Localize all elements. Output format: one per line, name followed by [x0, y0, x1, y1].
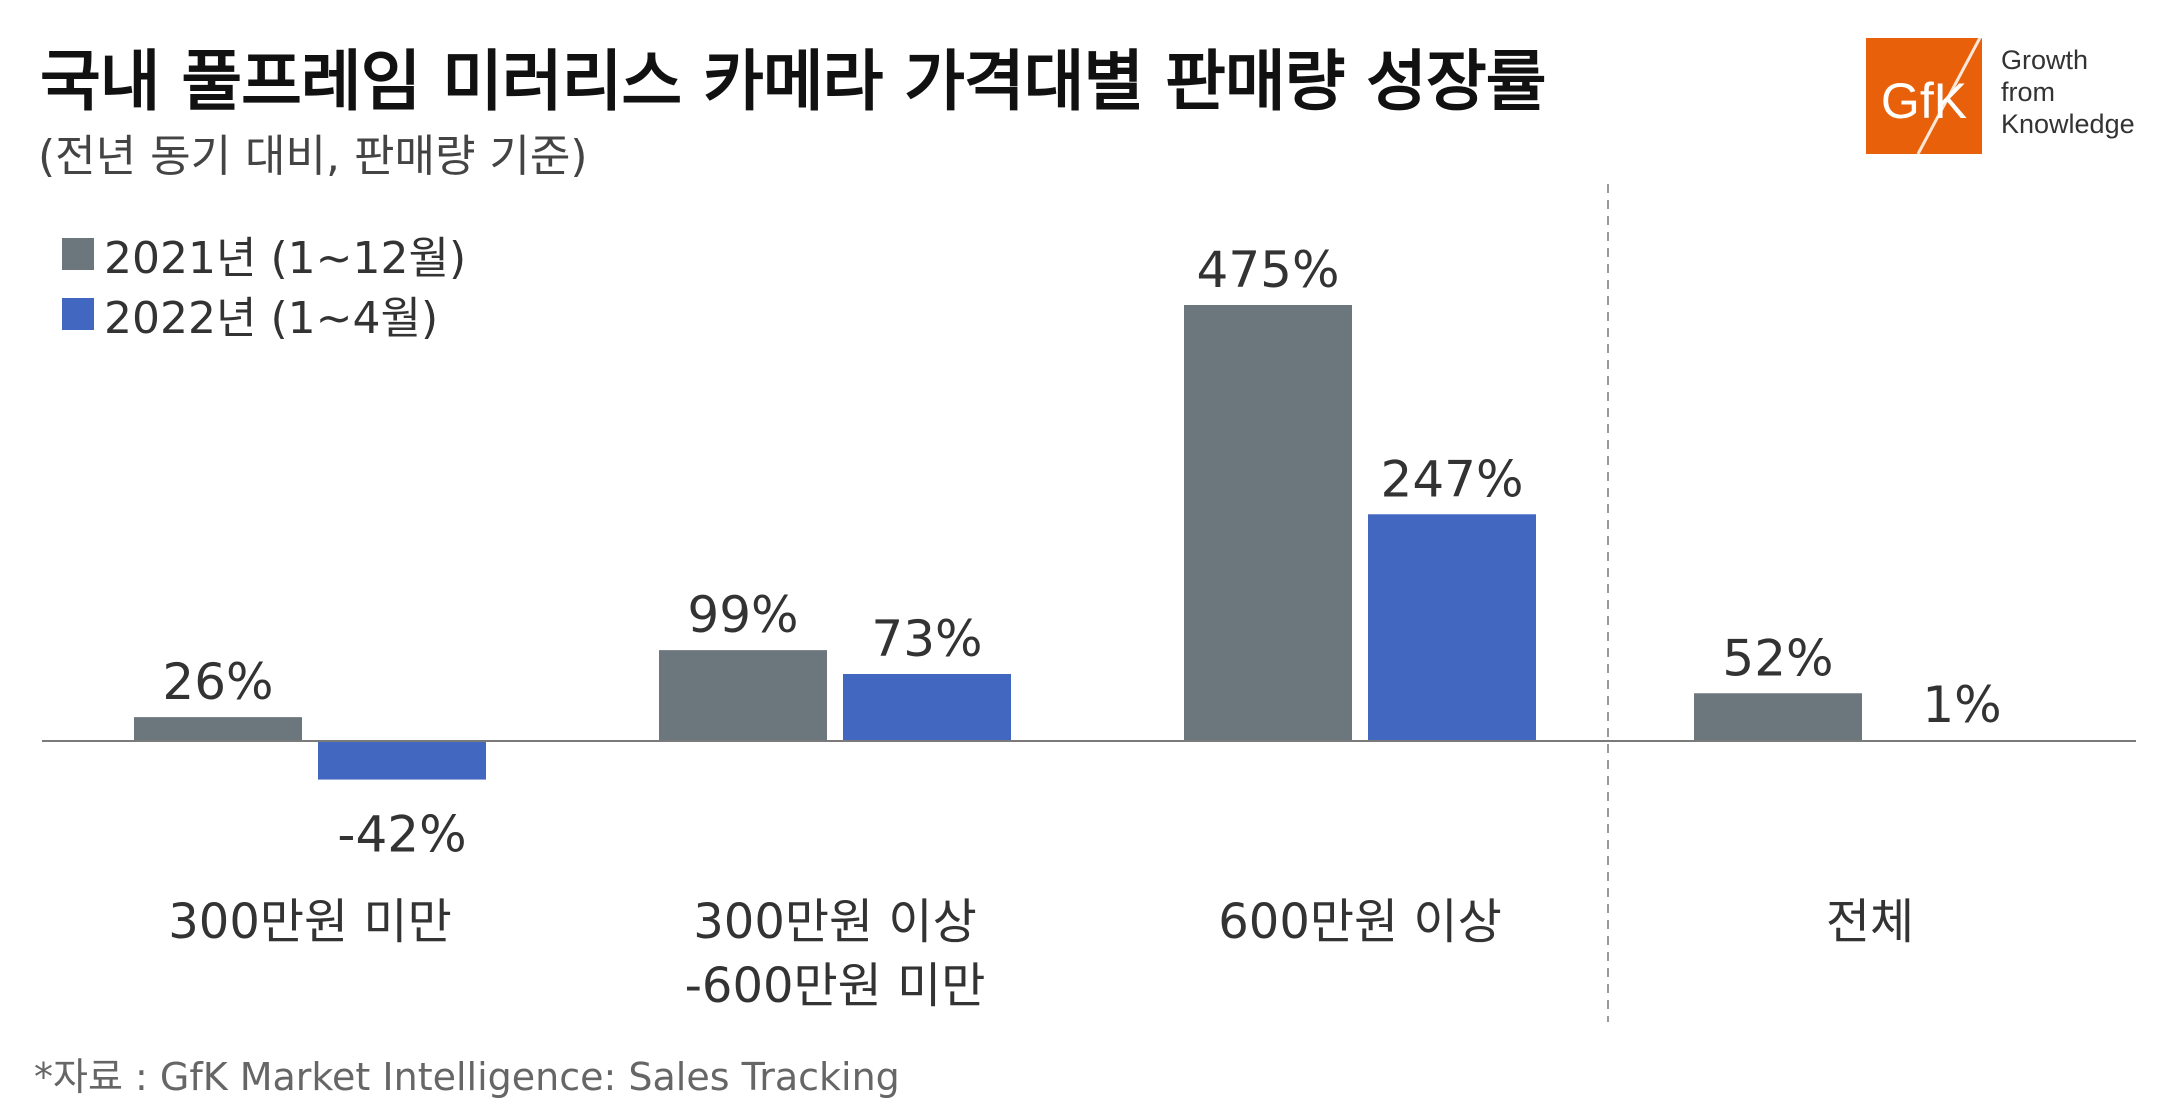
- legend-swatch-2022: [62, 298, 94, 330]
- legend-label-2021: 2021년 (1~12월): [104, 233, 467, 284]
- data-label: 52%: [1722, 629, 1833, 687]
- data-label: -42%: [337, 806, 466, 864]
- tagline-line: Knowledge: [2001, 109, 2135, 139]
- bar-2021-2: [1184, 305, 1352, 741]
- chart-title: 국내 풀프레임 미러리스 카메라 가격대별 판매량 성장률: [40, 43, 1546, 120]
- legend-item-2022: 2022년 (1~4월): [62, 284, 466, 344]
- data-label: 475%: [1197, 241, 1340, 299]
- data-label: 247%: [1381, 450, 1524, 508]
- gfk-logo-mark: GfK: [1881, 38, 1982, 154]
- bar-2022-2: [1368, 514, 1536, 741]
- bar-2021-1: [659, 650, 827, 741]
- chart-subtitle: (전년 동기 대비, 판매량 기준): [38, 131, 588, 182]
- gfk-logo-text: GfK: [1881, 73, 1967, 129]
- source-note: *자료 : GfK Market Intelligence: Sales Tra…: [34, 1055, 900, 1099]
- data-label: 26%: [162, 653, 273, 711]
- category-label: 300만원 이상: [693, 894, 977, 950]
- category-label: -600만원 미만: [685, 958, 986, 1014]
- tagline-line: from: [2001, 77, 2055, 107]
- category-label: 전체: [1826, 894, 1914, 950]
- gfk-logo: GfK: [1866, 38, 1982, 154]
- data-label: 73%: [871, 610, 982, 668]
- category-label: 600만원 이상: [1218, 894, 1502, 950]
- bar-2021-3: [1694, 693, 1862, 741]
- data-label: 99%: [687, 586, 798, 644]
- chart-legend: 2021년 (1~12월) 2022년 (1~4월): [62, 224, 466, 344]
- legend-swatch-2021: [62, 238, 94, 270]
- bar-2022-1: [843, 673, 1011, 741]
- logo-tagline: Growth from Knowledge: [2001, 44, 2135, 140]
- legend-label-2022: 2022년 (1~4월): [104, 293, 439, 344]
- data-label: 1%: [1922, 676, 2001, 734]
- bar-2022-0: [318, 741, 486, 780]
- bar-2021-0: [134, 717, 302, 741]
- tagline-line: Growth: [2001, 45, 2089, 75]
- category-label: 300만원 미만: [168, 894, 452, 950]
- legend-item-2021: 2021년 (1~12월): [62, 224, 466, 284]
